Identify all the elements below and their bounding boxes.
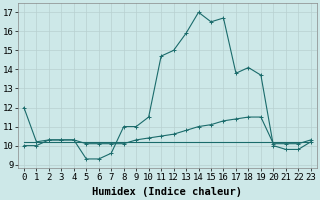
X-axis label: Humidex (Indice chaleur): Humidex (Indice chaleur) <box>92 187 242 197</box>
